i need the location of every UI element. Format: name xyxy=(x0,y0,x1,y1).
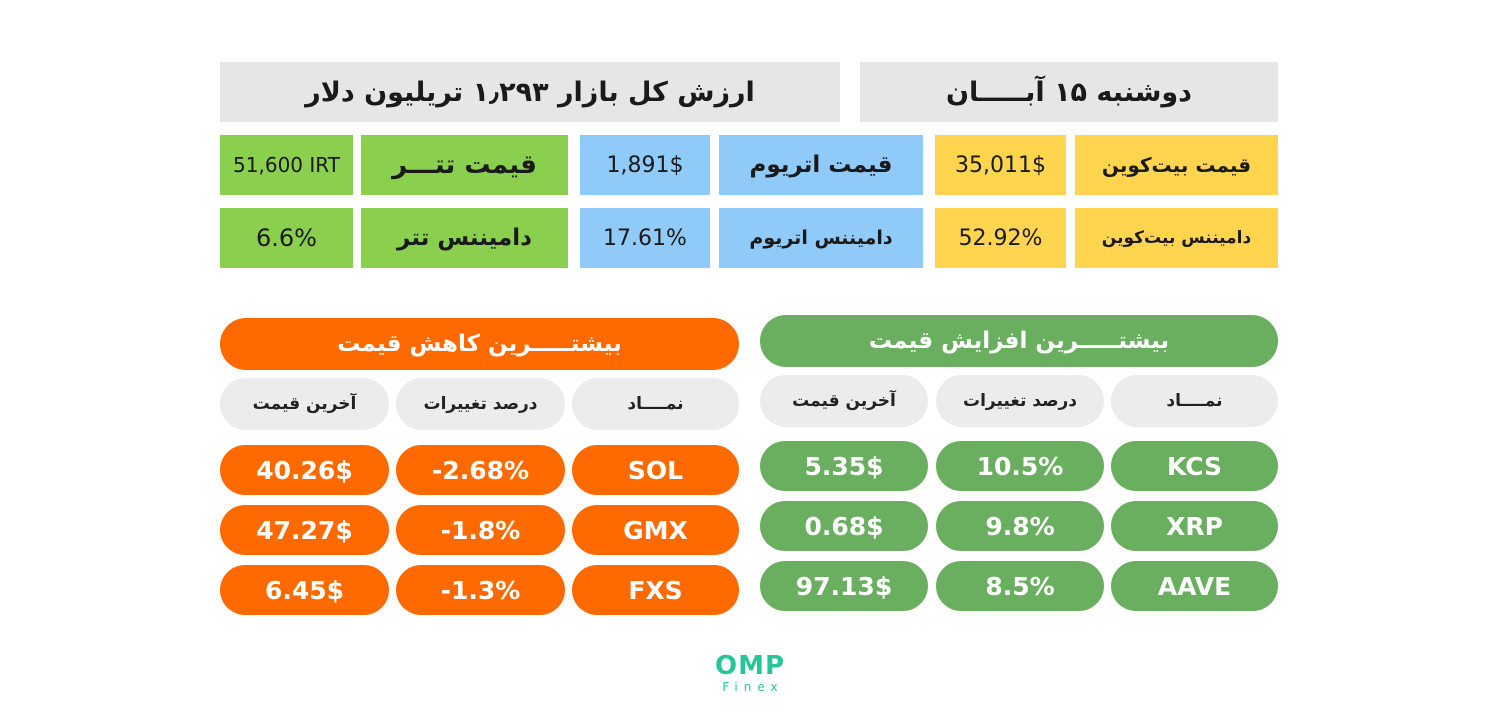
loser-price: 40.26$ xyxy=(256,455,353,485)
gainers-col-symbol-text: نمــــاد xyxy=(1166,391,1223,411)
usdt-price-label: قیمت تتـــر xyxy=(392,150,537,180)
loser-symbol: GMX xyxy=(623,515,688,545)
table-row-price: 97.13$ xyxy=(760,561,928,611)
gainer-symbol: XRP xyxy=(1166,511,1223,541)
eth-price-value-box: 1,891$ xyxy=(580,135,710,195)
usdt-price-value: 51,600 IRT xyxy=(233,153,340,177)
top-gainers-title: بیشتـــــرین افزایش قیمت xyxy=(760,315,1278,367)
table-row-symbol: XRP xyxy=(1111,501,1278,551)
eth-dominance-label-box: دامیننس اتریوم xyxy=(719,208,923,268)
omp-finex-logo: OMP Finex xyxy=(700,652,800,694)
table-row-symbol: AAVE xyxy=(1111,561,1278,611)
table-row-symbol: SOL xyxy=(572,445,739,495)
btc-price-label: قیمت بیت‌کوین xyxy=(1101,153,1252,177)
logo-sub-text: Finex xyxy=(722,680,784,694)
gainers-col-price: آخرین قیمت xyxy=(760,375,928,427)
btc-price-value: 35,011$ xyxy=(955,152,1046,178)
eth-dominance-value-box: 17.61% xyxy=(580,208,710,268)
table-row-price: 6.45$ xyxy=(220,565,389,615)
table-row-price: 5.35$ xyxy=(760,441,928,491)
gainers-col-price-text: آخرین قیمت xyxy=(792,391,896,411)
losers-col-symbol: نمــــاد xyxy=(572,378,739,430)
gainer-symbol: KCS xyxy=(1166,451,1223,481)
gainers-col-change: درصد تغییرات xyxy=(936,375,1104,427)
table-row-change: -2.68% xyxy=(396,445,565,495)
loser-symbol: FXS xyxy=(628,575,683,605)
gainer-change: 9.8% xyxy=(985,511,1055,541)
eth-price-label: قیمت اتریوم xyxy=(749,152,893,178)
market-cap-text: ارزش کل بازار ۱٫۲۹۳ تریلیون دلار xyxy=(305,76,755,108)
btc-dominance-label-box: دامیننس بیت‌کوین xyxy=(1075,208,1278,268)
btc-dominance-value: 52.92% xyxy=(958,225,1043,251)
losers-col-symbol-text: نمــــاد xyxy=(627,394,684,414)
table-row-change: 8.5% xyxy=(936,561,1104,611)
losers-col-change: درصد تغییرات xyxy=(396,378,565,430)
top-losers-title: بیشتـــــرین کاهش قیمت xyxy=(220,318,739,370)
top-gainers-title-text: بیشتـــــرین افزایش قیمت xyxy=(868,328,1170,354)
table-row-price: 47.27$ xyxy=(220,505,389,555)
usdt-price-label-box: قیمت تتـــر xyxy=(361,135,568,195)
table-row-price: 0.68$ xyxy=(760,501,928,551)
table-row-symbol: KCS xyxy=(1111,441,1278,491)
usdt-dominance-label-box: دامیننس تتر xyxy=(361,208,568,268)
gainer-price: 0.68$ xyxy=(804,511,884,541)
gainers-col-symbol: نمــــاد xyxy=(1111,375,1278,427)
table-row-change: -1.3% xyxy=(396,565,565,615)
date-banner: دوشنبه ۱۵ آبـــــان xyxy=(860,62,1278,122)
usdt-price-value-box: 51,600 IRT xyxy=(220,135,353,195)
market-cap-banner: ارزش کل بازار ۱٫۲۹۳ تریلیون دلار xyxy=(220,62,840,122)
usdt-dominance-value-box: 6.6% xyxy=(220,208,353,268)
table-row-change: 10.5% xyxy=(936,441,1104,491)
loser-price: 6.45$ xyxy=(264,575,345,605)
table-row-symbol: FXS xyxy=(572,565,739,615)
table-row-change: -1.8% xyxy=(396,505,565,555)
gainers-col-change-text: درصد تغییرات xyxy=(962,391,1078,411)
table-row-price: 40.26$ xyxy=(220,445,389,495)
losers-col-price: آخرین قیمت xyxy=(220,378,389,430)
top-losers-title-text: بیشتـــــرین کاهش قیمت xyxy=(337,331,622,357)
table-row-symbol: GMX xyxy=(572,505,739,555)
gainer-change: 8.5% xyxy=(985,571,1055,601)
usdt-dominance-label: دامیننس تتر xyxy=(397,225,532,251)
eth-dominance-label: دامیننس اتریوم xyxy=(749,227,893,249)
date-text: دوشنبه ۱۵ آبـــــان xyxy=(945,76,1193,108)
btc-price-label-box: قیمت بیت‌کوین xyxy=(1075,135,1278,195)
gainer-price: 97.13$ xyxy=(795,571,893,601)
gainer-price: 5.35$ xyxy=(804,451,884,481)
loser-symbol: SOL xyxy=(627,455,684,485)
btc-dominance-value-box: 52.92% xyxy=(935,208,1066,268)
eth-price-value: 1,891$ xyxy=(606,152,684,178)
losers-col-price-text: آخرین قیمت xyxy=(252,394,357,414)
gainer-symbol: AAVE xyxy=(1157,571,1232,601)
losers-col-change-text: درصد تغییرات xyxy=(423,394,538,414)
logo-main-text: OMP xyxy=(714,651,786,681)
table-row-change: 9.8% xyxy=(936,501,1104,551)
btc-dominance-label: دامیننس بیت‌کوین xyxy=(1101,228,1252,248)
btc-price-value-box: 35,011$ xyxy=(935,135,1066,195)
loser-change: -1.3% xyxy=(440,575,521,605)
loser-price: 47.27$ xyxy=(256,515,353,545)
eth-price-label-box: قیمت اتریوم xyxy=(719,135,923,195)
eth-dominance-value: 17.61% xyxy=(603,225,687,251)
loser-change: -1.8% xyxy=(440,515,521,545)
loser-change: -2.68% xyxy=(431,455,530,485)
usdt-dominance-value: 6.6% xyxy=(256,224,317,252)
gainer-change: 10.5% xyxy=(976,451,1064,481)
